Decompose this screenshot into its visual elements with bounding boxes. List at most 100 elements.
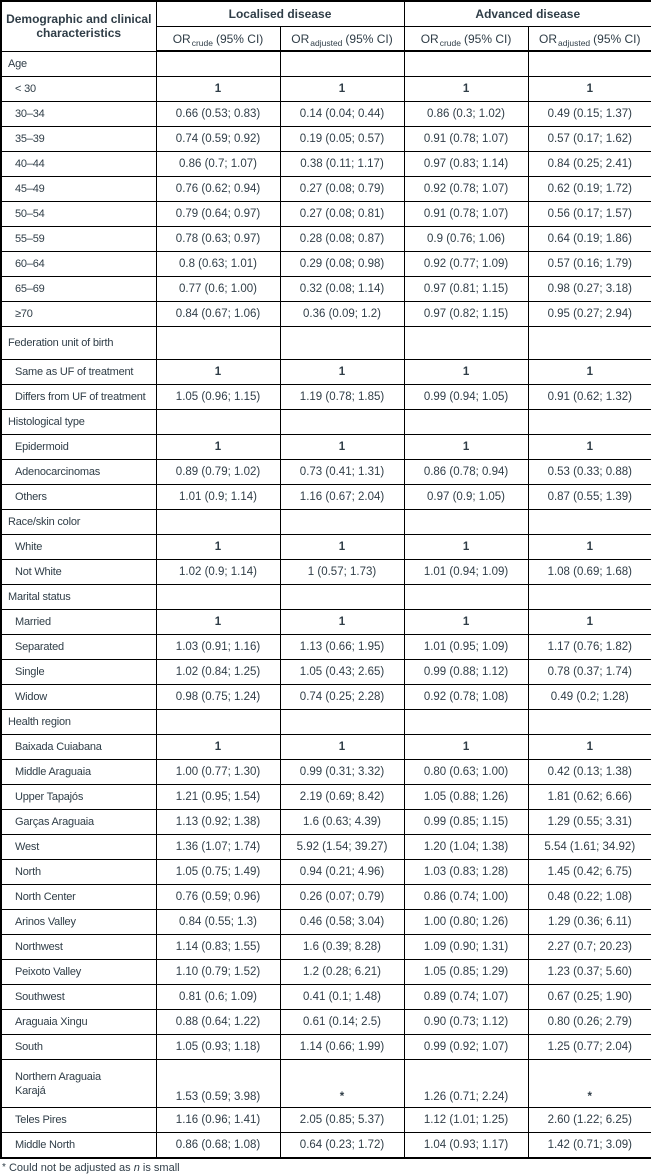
row-label: ≥70 [0, 301, 157, 327]
ci-label: (95% CI) [345, 31, 393, 46]
table-row: Araguaia Xingu 0.88 (0.64; 1.22) 0.61 (0… [0, 1009, 651, 1035]
localised-or-crude-value: 0.89 (0.79; 1.02) [155, 459, 281, 485]
advanced-or-adjusted-value: 1 [527, 734, 651, 760]
row-label: Age [0, 50, 157, 77]
localised-or-adjusted-value: 0.26 (0.07; 0.79) [279, 884, 405, 910]
table-row: Upper Tapajós 1.21 (0.95; 1.54) 2.19 (0.… [0, 784, 651, 810]
advanced-or-crude-value: 0.97 (0.81; 1.15) [403, 276, 529, 302]
or-label: OR [539, 31, 558, 46]
advanced-or-crude-value: 0.80 (0.63; 1.00) [403, 759, 529, 785]
table-row: Separated 1.03 (0.91; 1.16) 1.13 (0.66; … [0, 634, 651, 660]
advanced-or-adjusted-value: 0.91 (0.62; 1.32) [527, 384, 651, 410]
advanced-or-crude-value: 0.99 (0.85; 1.15) [403, 809, 529, 835]
row-label: Separated [0, 634, 157, 660]
advanced-or-crude-value: 0.97 (0.9; 1.05) [403, 484, 529, 510]
advanced-or-adjusted-value: 1 [527, 434, 651, 460]
table-row: Northern Araguaia Karajá 1.53 (0.59; 3.9… [0, 1059, 651, 1108]
localised-or-crude-value: 1.00 (0.77; 1.30) [155, 759, 281, 785]
table-row: Middle North 0.86 (0.68; 1.08) 0.64 (0.2… [0, 1132, 651, 1159]
advanced-or-crude-value: 1.00 (0.80; 1.26) [403, 909, 529, 935]
localised-or-adjusted-value [279, 409, 405, 435]
advanced-or-crude-value: 1 [403, 609, 529, 635]
advanced-or-crude-value: 0.91 (0.78; 1.07) [403, 201, 529, 227]
row-label: Middle Araguaia [0, 759, 157, 785]
localised-or-crude-value: 0.76 (0.59; 0.96) [155, 884, 281, 910]
localised-or-crude-value: 1 [155, 609, 281, 635]
advanced-or-adjusted-value: 0.57 (0.17; 1.62) [527, 126, 651, 152]
advanced-or-crude-value: 1.04 (0.93; 1.17) [403, 1132, 529, 1159]
table-row: Federation unit of birth [0, 326, 651, 360]
advanced-or-adjusted-value: 0.49 (0.2; 1.28) [527, 684, 651, 710]
row-label: Differs from UF of treatment [0, 384, 157, 410]
table-row: Race/skin color [0, 509, 651, 535]
table-row: Garças Araguaia 1.13 (0.92; 1.38) 1.6 (0… [0, 809, 651, 835]
localised-or-crude-value: 1.14 (0.83; 1.55) [155, 934, 281, 960]
table-row: 65–69 0.77 (0.6; 1.00) 0.32 (0.08; 1.14)… [0, 276, 651, 302]
localised-or-crude-value: 0.78 (0.63; 0.97) [155, 226, 281, 252]
advanced-or-adjusted-value: 1 [527, 76, 651, 102]
advanced-or-adjusted-header: ORadjusted (95% CI) [527, 26, 651, 52]
advanced-or-adjusted-value [527, 326, 651, 360]
advanced-or-adjusted-value: * [527, 1059, 651, 1108]
advanced-or-adjusted-value [527, 509, 651, 535]
localised-or-crude-value: 1.05 (0.96; 1.15) [155, 384, 281, 410]
table-row: Married 1 1 1 1 [0, 609, 651, 635]
advanced-or-crude-value: 0.86 (0.74; 1.00) [403, 884, 529, 910]
advanced-or-crude-value: 1.05 (0.85; 1.29) [403, 959, 529, 985]
localised-or-crude-value: 0.74 (0.59; 0.92) [155, 126, 281, 152]
table-row: Teles Pires 1.16 (0.96; 1.41) 2.05 (0.85… [0, 1107, 651, 1133]
row-label: Upper Tapajós [0, 784, 157, 810]
row-label: Southwest [0, 984, 157, 1010]
advanced-or-crude-value [403, 584, 529, 610]
row-label: Histological type [0, 409, 157, 435]
localised-or-crude-value: 0.84 (0.55; 1.3) [155, 909, 281, 935]
table-row: Middle Araguaia 1.00 (0.77; 1.30) 0.99 (… [0, 759, 651, 785]
row-label: 50–54 [0, 201, 157, 227]
advanced-or-crude-value [403, 509, 529, 535]
localised-or-adjusted-value: 0.27 (0.08; 0.79) [279, 176, 405, 202]
or-label: OR [420, 31, 439, 46]
localised-or-crude-value: 1.36 (1.07; 1.74) [155, 834, 281, 860]
advanced-or-adjusted-value: 0.62 (0.19; 1.72) [527, 176, 651, 202]
advanced-disease-group-header: Advanced disease [403, 0, 651, 27]
localised-or-crude-value: 0.66 (0.53; 0.83) [155, 101, 281, 127]
localised-or-crude-value: 0.88 (0.64; 1.22) [155, 1009, 281, 1035]
row-label: Others [0, 484, 157, 510]
row-label: 60–64 [0, 251, 157, 277]
advanced-or-crude-value: 1 [403, 734, 529, 760]
footnote-text-after: is small [142, 1162, 180, 1174]
localised-or-crude-value: 1 [155, 359, 281, 385]
advanced-or-adjusted-value: 1.25 (0.77; 2.04) [527, 1034, 651, 1060]
or-label: OR [172, 31, 191, 46]
advanced-or-adjusted-value [527, 584, 651, 610]
table-row: 55–59 0.78 (0.63; 0.97) 0.28 (0.08; 0.87… [0, 226, 651, 252]
advanced-or-adjusted-value [527, 709, 651, 735]
row-label: Same as UF of treatment [0, 359, 157, 385]
localised-or-adjusted-value: 0.14 (0.04; 0.44) [279, 101, 405, 127]
advanced-or-adjusted-value: 0.49 (0.15; 1.37) [527, 101, 651, 127]
localised-or-crude-value: 0.76 (0.62; 0.94) [155, 176, 281, 202]
footnote-text: Could not be adjusted as [8, 1162, 131, 1174]
table-row: White 1 1 1 1 [0, 534, 651, 560]
table-row: Single 1.02 (0.84; 1.25) 1.05 (0.43; 2.6… [0, 659, 651, 685]
localised-or-crude-value: 1.21 (0.95; 1.54) [155, 784, 281, 810]
localised-or-crude-value: 1.05 (0.75; 1.49) [155, 859, 281, 885]
localised-or-crude-value: 0.84 (0.67; 1.06) [155, 301, 281, 327]
subheader-row: ORcrude (95% CI) ORadjusted (95% CI) ORcru… [1, 26, 651, 52]
advanced-or-crude-value: 1.01 (0.94; 1.09) [403, 559, 529, 585]
row-label: North Center [0, 884, 157, 910]
localised-or-adjusted-value: 1.13 (0.66; 1.95) [279, 634, 405, 660]
advanced-or-crude-value [403, 709, 529, 735]
row-label: < 30 [0, 76, 157, 102]
localised-or-adjusted-value: 1.14 (0.66; 1.99) [279, 1034, 405, 1060]
row-label: White [0, 534, 157, 560]
footnote-italic-n: n [133, 1162, 140, 1174]
row-label: 40–44 [0, 151, 157, 177]
localised-or-adjusted-value: 0.19 (0.05; 0.57) [279, 126, 405, 152]
localised-or-crude-value: 1 [155, 534, 281, 560]
table-row: Northwest 1.14 (0.83; 1.55) 1.6 (0.39; 8… [0, 934, 651, 960]
table-row: Epidermoid 1 1 1 1 [0, 434, 651, 460]
localised-or-adjusted-value: 1.19 (0.78; 1.85) [279, 384, 405, 410]
advanced-or-crude-value: 0.9 (0.76; 1.06) [403, 226, 529, 252]
row-label: Not White [0, 559, 157, 585]
